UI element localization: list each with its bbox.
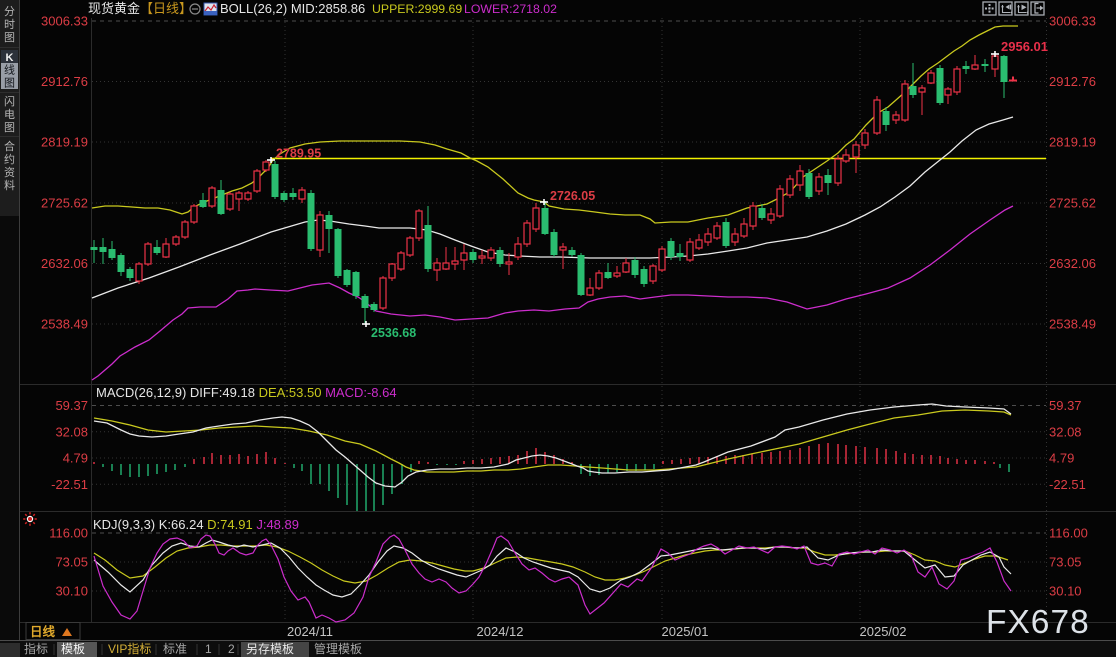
- svg-text:59.37: 59.37: [55, 398, 88, 413]
- svg-text:73.05: 73.05: [55, 555, 88, 570]
- svg-text:59.37: 59.37: [1049, 398, 1082, 413]
- svg-text:BOLL(26,2) MID:2858.86: BOLL(26,2) MID:2858.86: [220, 1, 365, 16]
- svg-text:VIP指标: VIP指标: [108, 641, 151, 656]
- svg-text:2912.76: 2912.76: [1049, 74, 1096, 89]
- svg-text:2819.19: 2819.19: [41, 135, 88, 150]
- svg-text:料: 料: [4, 178, 15, 192]
- svg-text:2538.49: 2538.49: [1049, 317, 1096, 332]
- svg-text:-22.51: -22.51: [1049, 477, 1086, 492]
- svg-text:线: 线: [4, 63, 15, 77]
- svg-text:LOWER:2718.02: LOWER:2718.02: [464, 2, 557, 16]
- svg-text:2725.62: 2725.62: [1049, 196, 1096, 211]
- svg-text:32.08: 32.08: [1049, 424, 1082, 439]
- svg-text:时: 时: [4, 18, 15, 31]
- svg-text:2956.01: 2956.01: [1001, 39, 1048, 54]
- svg-text:2024/12: 2024/12: [477, 624, 524, 639]
- svg-text:K: K: [6, 52, 14, 64]
- svg-text:图: 图: [4, 31, 15, 44]
- svg-text:电: 电: [4, 108, 15, 121]
- svg-text:73.05: 73.05: [1049, 555, 1082, 570]
- svg-text:另存模板: 另存模板: [246, 642, 294, 656]
- svg-text:116.00: 116.00: [49, 526, 88, 541]
- svg-text:116.00: 116.00: [1049, 526, 1088, 541]
- svg-text:2025/01: 2025/01: [662, 624, 709, 639]
- svg-text:指标: 指标: [24, 641, 48, 656]
- svg-text:闪: 闪: [4, 94, 15, 108]
- svg-text:标准: 标准: [163, 642, 187, 656]
- svg-text:UPPER:2999.69: UPPER:2999.69: [372, 2, 462, 16]
- svg-text:2538.49: 2538.49: [41, 317, 88, 332]
- svg-text:4.79: 4.79: [1049, 451, 1074, 466]
- svg-text:模板: 模板: [61, 642, 85, 656]
- svg-text:4.79: 4.79: [63, 451, 88, 466]
- svg-text:资: 资: [4, 166, 15, 179]
- svg-text:2819.19: 2819.19: [1049, 135, 1096, 150]
- svg-text:约: 约: [4, 153, 15, 166]
- svg-text:图: 图: [4, 77, 15, 90]
- svg-text:32.08: 32.08: [55, 424, 88, 439]
- svg-text:2912.76: 2912.76: [41, 74, 88, 89]
- svg-text:30.10: 30.10: [1049, 584, 1082, 599]
- svg-text:2632.06: 2632.06: [1049, 256, 1096, 271]
- svg-text:1: 1: [205, 642, 212, 656]
- svg-text:管理模板: 管理模板: [314, 641, 362, 656]
- svg-text:2725.62: 2725.62: [41, 196, 88, 211]
- svg-text:分: 分: [4, 5, 15, 18]
- svg-text:3006.33: 3006.33: [41, 14, 88, 29]
- svg-text:KDJ(9,3,3) K:66.24 D:74.91 J: KDJ(9,3,3) K:66.24 D:74.91 J:48.89: [93, 517, 299, 532]
- svg-text:现货黄金【日线】: 现货黄金【日线】: [88, 1, 192, 16]
- svg-text:图: 图: [4, 121, 15, 134]
- svg-text:2025/02: 2025/02: [860, 624, 907, 639]
- svg-text:2632.06: 2632.06: [41, 256, 88, 271]
- svg-text:2789.95: 2789.95: [276, 147, 321, 161]
- svg-text:日线: 日线: [30, 624, 56, 639]
- svg-text:MACD(26,12,9) DIFF:49.18 DEA:: MACD(26,12,9) DIFF:49.18 DEA:53.50 MACD:…: [96, 385, 397, 400]
- svg-text:2024/11: 2024/11: [287, 624, 333, 639]
- svg-text:30.10: 30.10: [55, 584, 88, 599]
- svg-text:-22.51: -22.51: [51, 477, 88, 492]
- svg-text:合: 合: [4, 139, 15, 153]
- svg-text:3006.33: 3006.33: [1049, 14, 1096, 29]
- svg-text:2726.05: 2726.05: [550, 189, 595, 203]
- svg-text:2: 2: [228, 642, 235, 656]
- svg-text:2536.68: 2536.68: [371, 326, 416, 340]
- svg-text:FX678: FX678: [986, 604, 1090, 641]
